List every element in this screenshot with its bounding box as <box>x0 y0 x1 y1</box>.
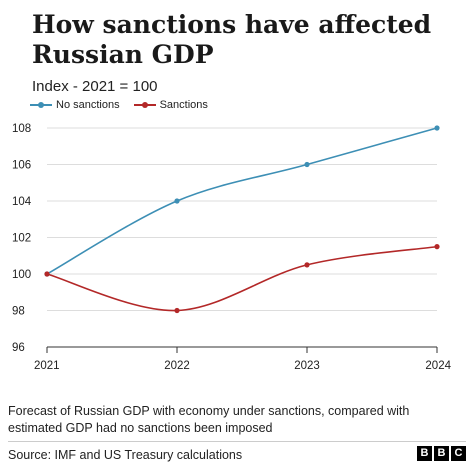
data-point-no-sanctions <box>304 161 310 168</box>
x-tick-label: 2024 <box>425 360 451 372</box>
data-point-sanctions <box>44 271 50 277</box>
y-tick-label: 98 <box>12 306 25 318</box>
y-tick-label: 108 <box>12 123 31 135</box>
series-line-sanctions <box>46 245 438 312</box>
source-note: Source: IMF and US Treasury calculations <box>8 448 243 462</box>
x-tick-label: 2021 <box>34 360 60 372</box>
legend-label-sanctions: Sanctions <box>159 99 208 111</box>
legend-swatch-sanctions <box>133 100 156 110</box>
bbc-logo: B B C <box>415 446 466 461</box>
logo-letter: C <box>451 446 466 461</box>
data-point-sanctions <box>304 262 310 268</box>
y-tick-label: 102 <box>12 233 31 245</box>
legend-swatch-no-sanctions <box>30 100 52 110</box>
data-point-no-sanctions <box>434 125 440 131</box>
legend-item-sanctions: Sanctions <box>133 99 208 111</box>
data-point-sanctions <box>174 307 180 314</box>
x-tick-label: 2022 <box>164 360 190 372</box>
legend: No sanctions Sanctions <box>30 99 222 111</box>
legend-item-no-sanctions: No sanctions <box>30 99 120 111</box>
chart-title: How sanctions have affected Russian GDP <box>32 10 432 69</box>
y-tick-label: 104 <box>12 196 32 208</box>
footer-divider <box>8 441 466 442</box>
series-line-no-sanctions <box>46 127 438 275</box>
y-tick-label: 96 <box>12 342 25 354</box>
y-tick-label: 106 <box>12 160 31 172</box>
data-point-no-sanctions <box>174 198 180 204</box>
data-point-sanctions <box>434 244 440 250</box>
y-tick-label: 100 <box>12 269 31 281</box>
legend-label-no-sanctions: No sanctions <box>56 99 120 111</box>
logo-letter: B <box>434 446 449 461</box>
chart-caption: Forecast of Russian GDP with economy und… <box>8 404 410 435</box>
logo-letter: B <box>417 446 432 461</box>
x-tick-label: 2023 <box>294 360 320 372</box>
chart-subtitle: Index - 2021 = 100 <box>32 78 158 95</box>
